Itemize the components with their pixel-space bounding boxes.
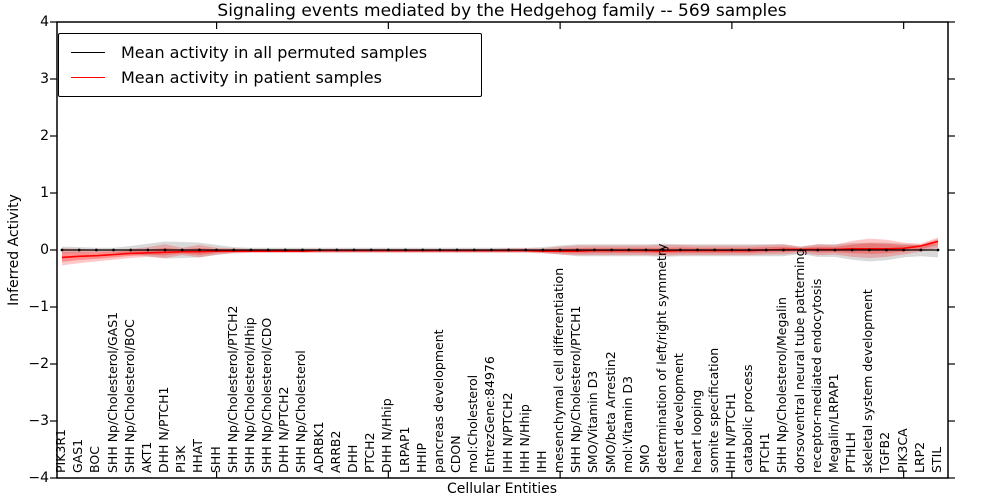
- x-axis-label: Cellular Entities: [446, 481, 558, 497]
- permuted-mean-marker: [867, 248, 871, 252]
- permuted-mean-marker: [747, 248, 751, 252]
- permuted-mean-marker: [490, 248, 493, 252]
- permuted-mean-marker: [180, 248, 184, 252]
- legend: Mean activity in all permuted samples Me…: [58, 33, 482, 97]
- permuted-mean-marker: [163, 248, 167, 252]
- permuted-mean-marker: [713, 248, 717, 252]
- permuted-mean-marker: [696, 248, 699, 252]
- chart-title: Signaling events mediated by the Hedgeho…: [217, 1, 787, 21]
- permuted-mean-marker: [799, 248, 802, 252]
- permuted-mean-marker: [77, 248, 81, 252]
- permuted-mean-marker: [60, 248, 64, 252]
- legend-line-sample-patient: [71, 77, 105, 78]
- permuted-mean-marker: [94, 248, 98, 252]
- permuted-mean-marker: [301, 248, 304, 252]
- legend-label-permuted: Mean activity in all permuted samples: [121, 43, 428, 62]
- permuted-mean-marker: [936, 248, 940, 252]
- permuted-mean-marker: [661, 248, 665, 252]
- permuted-mean-marker: [524, 248, 528, 252]
- permuted-mean-marker: [198, 248, 201, 252]
- permuted-mean-marker: [386, 248, 390, 252]
- permuted-mean-marker: [249, 248, 253, 252]
- permuted-mean-marker: [112, 248, 115, 252]
- legend-item-permuted: Mean activity in all permuted samples: [59, 43, 481, 62]
- permuted-mean-marker: [833, 248, 837, 252]
- permuted-mean-marker: [782, 248, 785, 252]
- permuted-mean-marker: [455, 248, 459, 252]
- permuted-mean-marker: [404, 248, 407, 252]
- permuted-mean-marker: [610, 248, 614, 252]
- permuted-mean-marker: [764, 248, 768, 252]
- permuted-mean-marker: [678, 248, 682, 252]
- permuted-mean-marker: [215, 248, 218, 252]
- permuted-mean-marker: [335, 248, 339, 252]
- permuted-mean-marker: [318, 248, 322, 252]
- permuted-mean-marker: [816, 248, 820, 252]
- legend-label-patient: Mean activity in patient samples: [121, 68, 382, 87]
- permuted-mean-marker: [438, 248, 442, 252]
- permuted-mean-marker: [232, 248, 236, 252]
- permuted-mean-marker: [129, 248, 133, 252]
- y-axis-label: Inferred Activity: [6, 194, 22, 306]
- permuted-mean-marker: [558, 248, 562, 252]
- permuted-mean-marker: [369, 248, 373, 252]
- permuted-mean-marker: [507, 248, 510, 252]
- legend-line-sample-permuted: [71, 52, 105, 53]
- permuted-mean-marker: [730, 248, 734, 252]
- permuted-mean-marker: [146, 248, 150, 252]
- permuted-mean-marker: [575, 248, 579, 252]
- permuted-mean-marker: [283, 248, 287, 252]
- permuted-mean-marker: [627, 248, 631, 252]
- permuted-confidence-band: [62, 241, 938, 262]
- permuted-mean-marker: [644, 248, 648, 252]
- permuted-mean-marker: [885, 248, 888, 252]
- permuted-mean-marker: [352, 248, 356, 252]
- permuted-mean-marker: [850, 248, 854, 252]
- permuted-mean-marker: [902, 248, 906, 252]
- permuted-mean-marker: [593, 248, 596, 252]
- permuted-mean-marker: [919, 248, 923, 252]
- permuted-mean-marker: [541, 248, 545, 252]
- legend-item-patient: Mean activity in patient samples: [59, 68, 481, 87]
- permuted-mean-marker: [266, 248, 270, 252]
- permuted-mean-marker: [421, 248, 425, 252]
- patient-confidence-band-outer: [62, 237, 938, 266]
- permuted-mean-marker: [472, 248, 476, 252]
